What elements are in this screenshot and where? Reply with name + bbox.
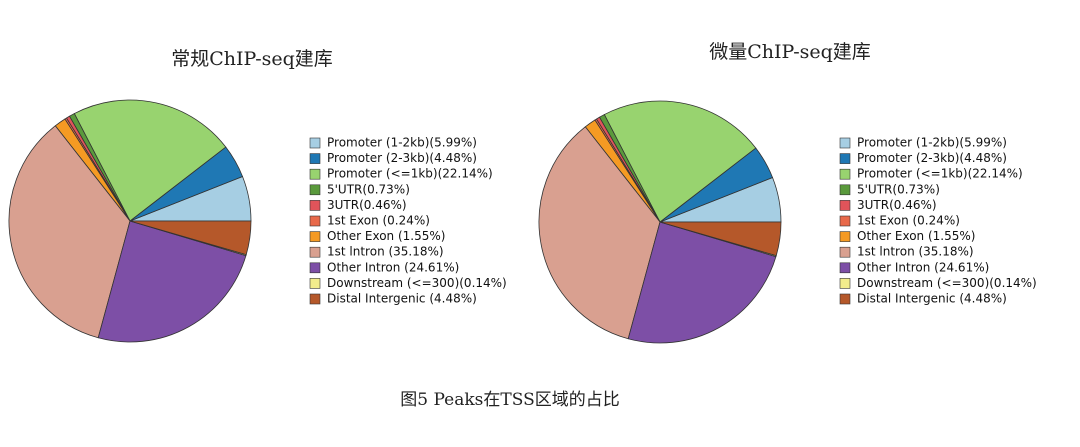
- legend-swatch: [309, 246, 321, 258]
- legend-label: 1st lntron (35.18%): [857, 245, 974, 259]
- legend-swatch: [839, 231, 851, 242]
- legend-label: Downstream (<=300)(0.14%): [327, 276, 507, 290]
- legend-swatch: [839, 153, 851, 164]
- figure-caption: 图5 Peaks在TSS区域的占比: [400, 390, 619, 410]
- legend-label: Other Intron (24.61%): [857, 260, 989, 274]
- legend-swatch: [309, 231, 321, 242]
- legend-label: Promoter (<=1kb)(22.14%): [327, 167, 493, 181]
- pie-slice: [627, 221, 777, 344]
- legend-label: Other Exon (1.55%): [857, 229, 975, 243]
- legend-swatch: [839, 200, 851, 211]
- legend-label: 1st lntron (35.18%): [327, 245, 444, 259]
- legend-swatch: [309, 200, 321, 211]
- legend-swatch: [839, 184, 851, 196]
- chart-title: 常规ChIP-seq建库: [171, 48, 333, 70]
- legend-label: Distal Intergenic (4.48%): [857, 292, 1007, 306]
- legend-label: Distal Intergenic (4.48%): [327, 292, 477, 306]
- legend-swatch: [309, 278, 321, 289]
- legend-swatch: [839, 137, 851, 149]
- legend-swatch: [309, 293, 321, 305]
- legend-swatch: [309, 168, 321, 180]
- pie-slice: [603, 100, 757, 223]
- legend-swatch: [839, 246, 851, 258]
- legend-swatch: [839, 215, 851, 227]
- chart-title: 微量ChIP-seq建库: [709, 41, 871, 63]
- legend-label: 3UTR(0.46%): [327, 198, 407, 212]
- legend-label: Promoter (1-2kb)(5.99%): [857, 136, 1007, 150]
- legend-label: Promoter (2-3kb)(4.48%): [857, 151, 1007, 165]
- pie-slice: [73, 99, 227, 222]
- legend-label: Promoter (<=1kb)(22.14%): [857, 167, 1023, 181]
- legend-label: Downstream (<=300)(0.14%): [857, 276, 1037, 290]
- legend-swatch: [309, 184, 321, 196]
- pie-slice: [97, 220, 247, 343]
- legend-swatch: [839, 278, 851, 289]
- legend-label: Promoter (2-3kb)(4.48%): [327, 151, 477, 165]
- legend-swatch: [839, 293, 851, 305]
- legend-label: 3UTR(0.46%): [857, 198, 937, 212]
- legend-swatch: [309, 262, 321, 274]
- pie-slice: [129, 220, 252, 256]
- legend-label: 1st Exon (0.24%): [857, 214, 960, 228]
- legend-swatch: [309, 153, 321, 164]
- legend-swatch: [839, 168, 851, 180]
- legend-label: Promoter (1-2kb)(5.99%): [327, 136, 477, 150]
- legend-swatch: [839, 262, 851, 274]
- legend-swatch: [309, 215, 321, 227]
- legend-label: Other Intron (24.61%): [327, 260, 459, 274]
- legend-label: 5'UTR(0.73%): [857, 182, 940, 196]
- pie-slice: [659, 221, 782, 257]
- legend-swatch: [309, 137, 321, 149]
- pie-slice: [8, 125, 131, 339]
- legend-label: Other Exon (1.55%): [327, 229, 445, 243]
- pie-slice: [538, 126, 661, 340]
- legend-label: 5'UTR(0.73%): [327, 182, 410, 196]
- legend-label: 1st Exon (0.24%): [327, 214, 430, 228]
